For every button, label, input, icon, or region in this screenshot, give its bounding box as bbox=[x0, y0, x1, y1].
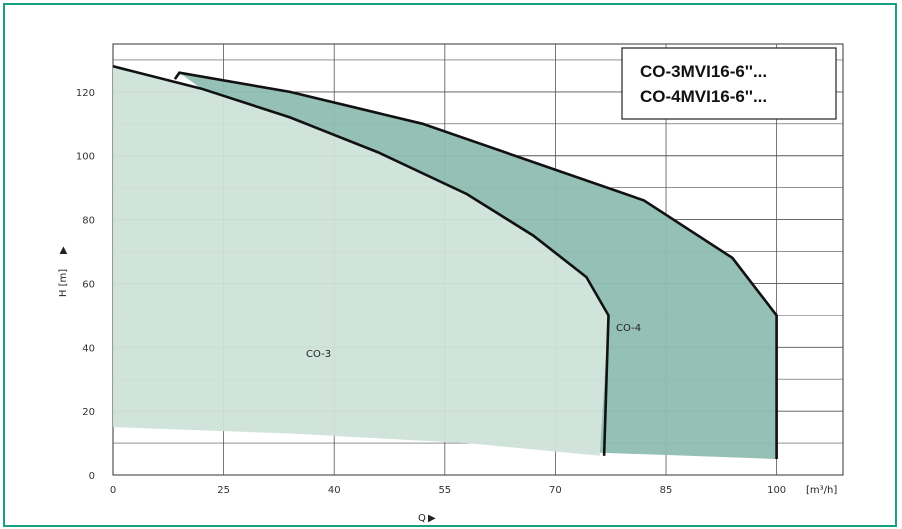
y-tick-label: 80 bbox=[82, 216, 95, 227]
x-tick-label: 70 bbox=[549, 485, 562, 496]
y-tick-label: 60 bbox=[82, 279, 95, 290]
x-tick-label: 25 bbox=[217, 485, 230, 496]
x-tick-label: 100 bbox=[767, 485, 786, 496]
y-tick-label: 0 bbox=[89, 471, 95, 482]
x-tick-label: 40 bbox=[328, 485, 341, 496]
area-co3 bbox=[113, 66, 609, 456]
y-tick-label: 120 bbox=[76, 88, 95, 99]
y-tick-label: 100 bbox=[76, 152, 95, 163]
x-axis-label: Q bbox=[418, 513, 426, 524]
line-co4 bbox=[173, 71, 778, 459]
legend-line-1: CO-3MVI16-6''... bbox=[640, 62, 767, 81]
series-areas bbox=[113, 66, 777, 459]
ticks: 0 20 40 60 80 100 120 0 25 40 55 70 85 100 bbox=[76, 88, 786, 496]
series-lines bbox=[112, 65, 778, 459]
curve-label-co4: CO-4 bbox=[616, 323, 641, 334]
y-axis-arrow: ▶ bbox=[58, 246, 69, 254]
legend-line-2: CO-4MVI16-6''... bbox=[640, 87, 767, 106]
y-axis-label: H [m] bbox=[58, 269, 69, 297]
y-tick-label: 20 bbox=[82, 407, 95, 418]
y-tick-label: 40 bbox=[82, 343, 95, 354]
area-co4 bbox=[179, 72, 777, 459]
line-co3 bbox=[112, 65, 610, 456]
x-axis-unit: [m³/h] bbox=[806, 485, 837, 496]
x-tick-label: 0 bbox=[110, 485, 116, 496]
x-tick-label: 85 bbox=[660, 485, 673, 496]
legend-box bbox=[621, 47, 837, 120]
x-tick-label: 55 bbox=[438, 485, 451, 496]
curve-label-co3: CO-3 bbox=[306, 349, 331, 360]
x-axis-arrow: ▶ bbox=[428, 513, 436, 524]
